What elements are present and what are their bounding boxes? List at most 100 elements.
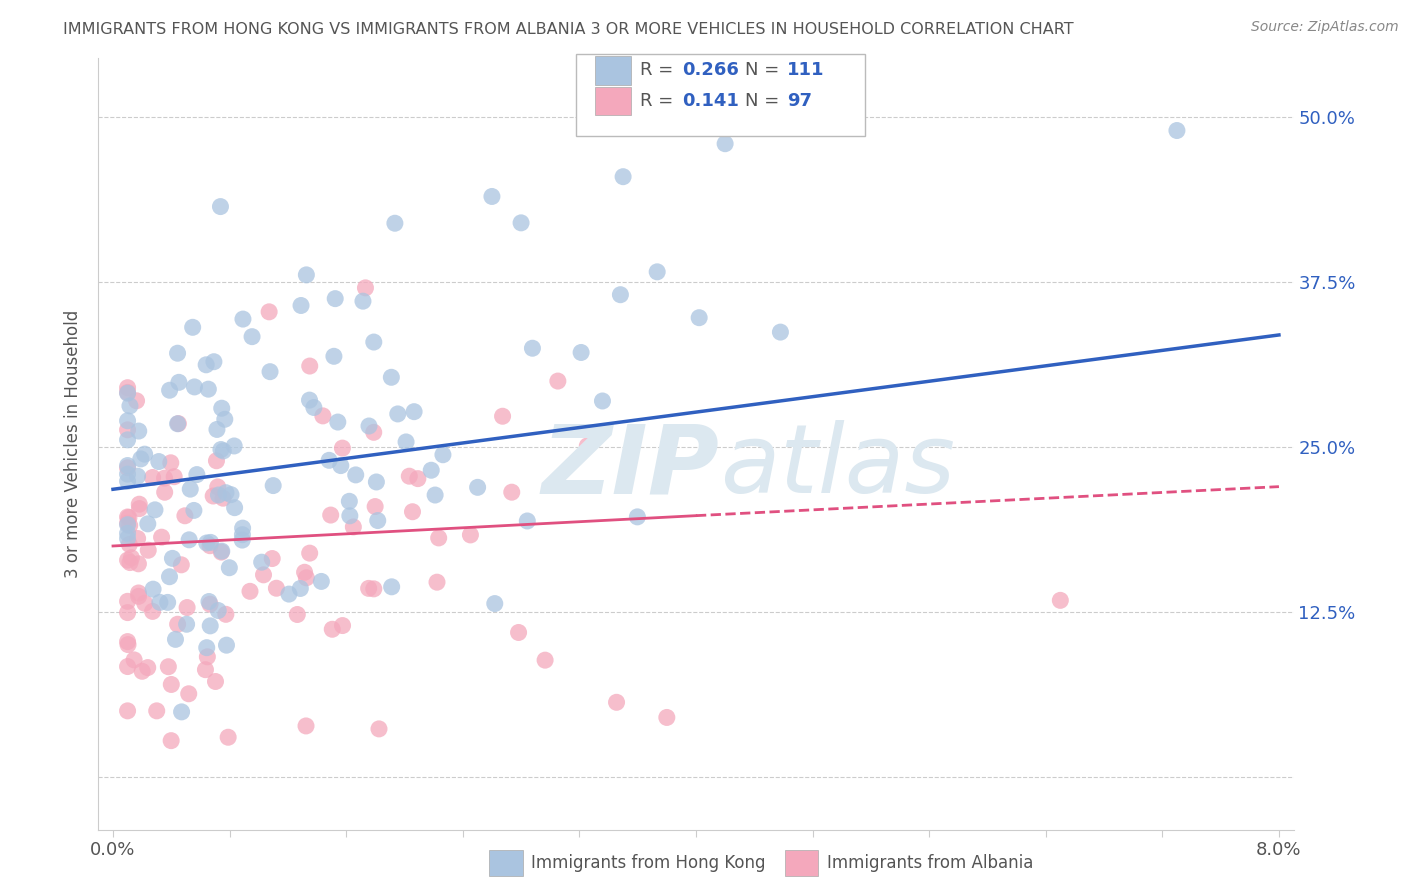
Point [214,412,236,426]
Point [131,665,153,679]
Point [404,405,426,419]
Point [127,532,149,546]
Point [366,475,388,489]
Point [142,470,165,484]
Point [232,312,254,326]
Point [209,545,232,559]
Point [266,581,288,595]
Point [285,607,308,622]
Point [128,424,150,438]
Point [212,491,235,506]
Point [576,439,599,453]
Text: 0.141: 0.141 [682,92,738,110]
Point [129,451,152,466]
Point [195,358,218,372]
Point [395,434,418,449]
Point [120,550,142,565]
Point [176,600,198,615]
Point [352,294,374,309]
Text: N =: N = [745,92,785,110]
Text: ZIP: ZIP [541,420,720,514]
Point [323,292,346,306]
Point [128,586,150,600]
Point [278,587,301,601]
Point [156,595,179,609]
Point [321,622,343,636]
Point [200,535,222,549]
Point [167,417,190,431]
Point [117,516,139,530]
Point [202,489,225,503]
Point [159,383,181,397]
Point [117,467,139,482]
Point [165,632,187,647]
Point [569,345,592,359]
Point [1049,593,1071,607]
Point [427,531,450,545]
Point [209,442,232,457]
Point [183,380,205,394]
Point [645,265,668,279]
Point [215,607,238,622]
Point [149,595,172,609]
Point [117,526,139,541]
Point [118,556,141,570]
Point [118,510,141,524]
Point [252,567,274,582]
Point [162,551,184,566]
Point [606,695,628,709]
Point [534,653,557,667]
Point [117,458,139,473]
Point [117,553,139,567]
Point [510,216,533,230]
Point [295,268,318,282]
Point [384,216,406,230]
Point [363,334,385,349]
Point [128,501,150,516]
Point [166,417,188,431]
Point [344,467,367,482]
Point [591,394,613,409]
Point [209,200,232,214]
Point [239,584,262,599]
Point [368,722,391,736]
Point [250,555,273,569]
Point [179,482,201,496]
Point [406,472,429,486]
Point [117,606,139,620]
Point [117,385,139,400]
Point [326,415,349,429]
Point [484,597,506,611]
Point [655,710,678,724]
Point [127,557,149,571]
Point [231,533,253,547]
Point [134,596,156,610]
Text: Source: ZipAtlas.com: Source: ZipAtlas.com [1251,20,1399,34]
Point [491,409,513,424]
Point [380,370,402,384]
Point [207,603,229,617]
Point [240,329,263,343]
Point [148,454,170,468]
Point [170,558,193,572]
Point [170,705,193,719]
Text: R =: R = [640,62,679,79]
Point [136,516,159,531]
Point [118,537,141,551]
Text: 0.266: 0.266 [682,62,738,79]
Text: IMMIGRANTS FROM HONG KONG VS IMMIGRANTS FROM ALBANIA 3 OR MORE VEHICLES IN HOUSE: IMMIGRANTS FROM HONG KONG VS IMMIGRANTS … [63,22,1074,37]
Point [117,510,139,524]
Point [117,386,139,401]
Point [128,590,150,604]
Point [117,381,139,395]
Point [118,399,141,413]
Point [186,467,208,482]
Point [508,625,530,640]
Point [290,298,312,312]
Point [319,508,342,522]
Point [259,365,281,379]
Point [460,528,482,542]
Point [153,471,176,485]
Point [398,469,420,483]
Point [224,500,246,515]
